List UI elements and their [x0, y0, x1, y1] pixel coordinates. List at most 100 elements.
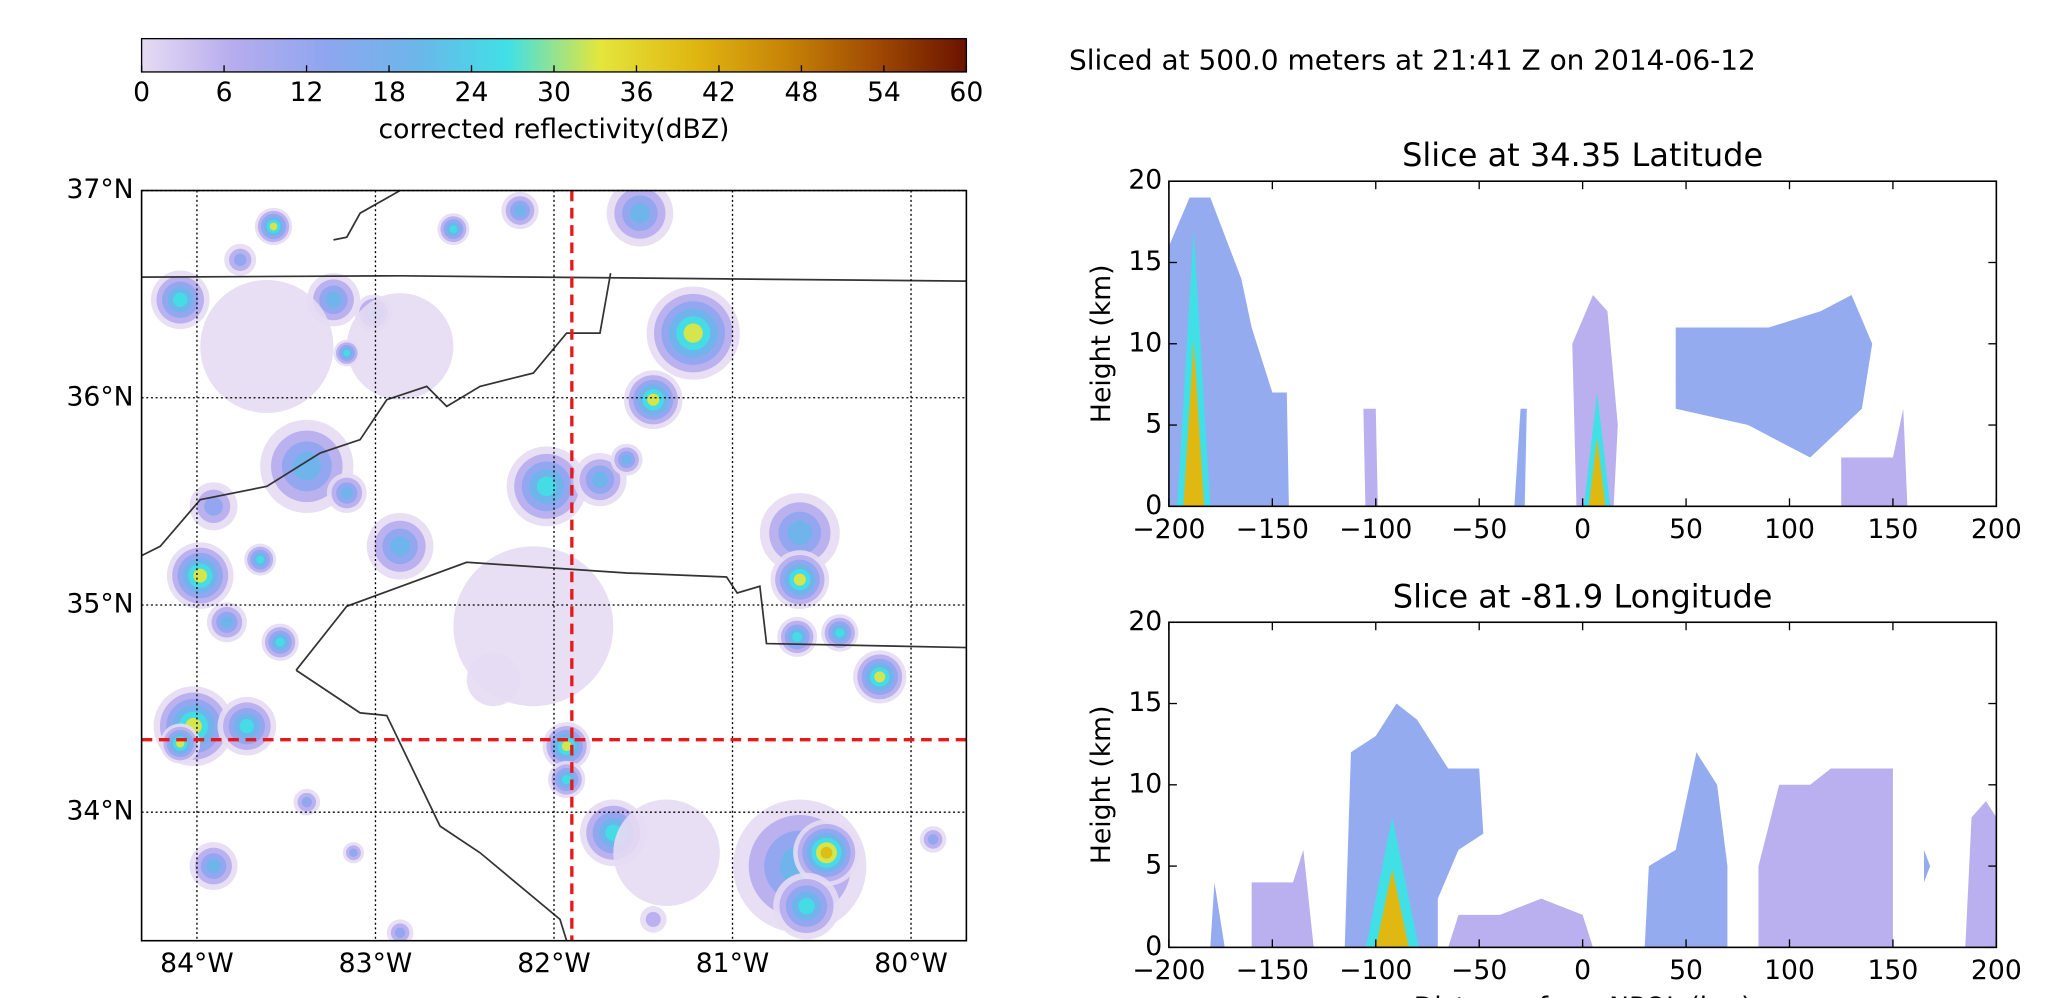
y-tick-label: 20 [1128, 165, 1162, 196]
echo [798, 897, 815, 915]
y-tick-label: 15 [1128, 246, 1162, 277]
echo [176, 739, 185, 748]
echo [629, 203, 650, 224]
echo [536, 476, 557, 497]
x-axis-label: Distance from NPOL (km) [1414, 992, 1752, 998]
x-tick-label: 84°W [160, 948, 234, 979]
x-tick-label: 82°W [517, 948, 591, 979]
y-tick-label: 5 [1145, 850, 1162, 881]
y-tick-label: 10 [1128, 768, 1162, 799]
x-tick-label: −50 [1451, 514, 1507, 545]
echo [613, 799, 720, 907]
colorbar-tick-label: 60 [949, 77, 983, 108]
echo [683, 323, 703, 343]
y-axis-label: Height (km) [1086, 264, 1117, 423]
x-tick-label: −50 [1451, 955, 1507, 986]
x-tick-label: 50 [1669, 514, 1703, 545]
x-tick-label: 0 [1574, 955, 1591, 986]
echo [1210, 882, 1225, 948]
x-tick-label: 200 [1971, 955, 2022, 986]
x-tick-label: 50 [1669, 955, 1703, 986]
echo-core [1375, 869, 1409, 948]
echo [343, 349, 351, 357]
echo [874, 671, 886, 683]
echo [1965, 801, 1997, 948]
echo [561, 741, 572, 752]
y-tick-label: 15 [1128, 687, 1162, 718]
y-tick-label: 10 [1128, 327, 1162, 358]
echo [621, 454, 632, 465]
axes-title: Slice at 34.35 Latitude [1402, 136, 1763, 174]
echo [220, 616, 233, 629]
echo [1363, 408, 1378, 507]
x-tick-label: 80°W [874, 948, 948, 979]
echo [449, 225, 458, 234]
echo [1344, 703, 1484, 948]
colorbar-tick-label: 42 [702, 77, 736, 108]
figure-title: Sliced at 500.0 meters at 21:41 Z on 201… [1069, 43, 1756, 76]
echo [269, 222, 278, 231]
echo-core [1588, 438, 1606, 507]
map-frame [140, 189, 968, 942]
x-tick-label: 100 [1764, 955, 1815, 986]
echo [792, 632, 803, 642]
y-tick-label: 20 [1128, 606, 1162, 637]
echo [204, 496, 223, 516]
y-axis-label: Height (km) [1086, 706, 1117, 865]
echo [200, 279, 334, 414]
echo [835, 628, 845, 638]
x-tick-label: −150 [1236, 514, 1309, 545]
colorbar-tick-label: 18 [372, 77, 406, 108]
echo [193, 568, 208, 583]
echo [787, 520, 812, 546]
echo [645, 911, 661, 927]
echo [820, 846, 833, 859]
echo [275, 637, 285, 647]
echo [256, 555, 265, 564]
colorbar-tick-label: 0 [133, 77, 150, 108]
echo [206, 858, 221, 874]
echo [1448, 898, 1593, 948]
x-tick-label: −200 [1132, 955, 1205, 986]
echo [1675, 295, 1873, 458]
echo [233, 253, 247, 267]
axes-title: Slice at -81.9 Longitude [1393, 577, 1773, 615]
echo [301, 796, 313, 808]
x-tick-label: 200 [1971, 514, 2022, 545]
y-tick-label: 36°N [66, 381, 133, 412]
colorbar-tick-label: 24 [455, 77, 489, 108]
echo [1923, 849, 1931, 883]
echo [1841, 408, 1908, 507]
echo [562, 774, 572, 785]
echo [1644, 752, 1728, 948]
y-tick-label: 0 [1145, 931, 1162, 962]
echo [514, 204, 526, 217]
colorbar-tick-label: 12 [290, 77, 324, 108]
colorbar-tick-label: 54 [867, 77, 901, 108]
y-tick-label: 5 [1145, 409, 1162, 440]
echo [349, 848, 358, 857]
colorbar-tick-label: 48 [784, 77, 818, 108]
echo [1758, 768, 1893, 948]
y-tick-label: 0 [1145, 490, 1162, 521]
x-tick-label: −100 [1339, 955, 1412, 986]
slice-field [1168, 197, 1908, 507]
borders [141, 190, 967, 941]
echo [340, 486, 353, 500]
slice-field [1210, 703, 1997, 948]
x-tick-label: 150 [1868, 955, 1919, 986]
colorbar-tick-label: 6 [216, 77, 233, 108]
echo-core [1183, 340, 1205, 507]
echo [239, 718, 255, 734]
echo [647, 393, 660, 406]
x-tick-label: −200 [1132, 514, 1205, 545]
y-tick-label: 37°N [66, 174, 133, 205]
map-field [150, 190, 947, 941]
echo [591, 471, 609, 488]
echo [394, 927, 406, 938]
x-tick-label: −150 [1236, 955, 1309, 986]
echo [173, 292, 188, 307]
colorbar-label: corrected reflectivity(dBZ) [379, 114, 730, 145]
